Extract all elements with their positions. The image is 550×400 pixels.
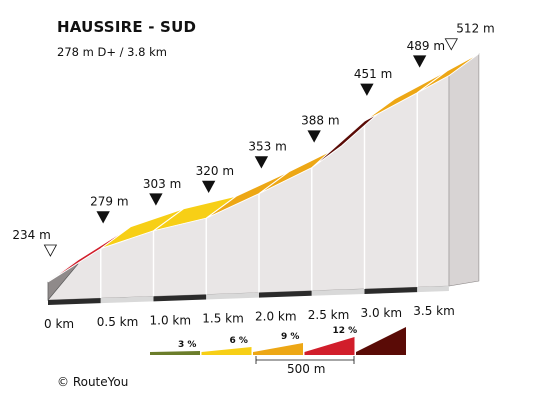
x-tick-label: 1.0 km (150, 313, 192, 327)
elevation-label: 353 m (248, 140, 286, 154)
profile-segment-surface (416, 53, 480, 94)
x-tick-label: 2.0 km (255, 310, 297, 324)
legend-swatch (356, 327, 406, 355)
elevation-marker (307, 130, 321, 143)
legend-swatch (304, 337, 355, 355)
elevation-marker (254, 156, 269, 169)
x-tick-label: 0.5 km (97, 315, 139, 329)
ground-strip-segment (364, 287, 418, 294)
elevation-label: 451 m (354, 67, 392, 81)
profile-end-wall (448, 53, 480, 287)
elevation-marker (201, 180, 216, 194)
ground-strip-segment (48, 298, 101, 305)
legend-label: 9 % (281, 332, 299, 342)
elevation-label: 489 m (407, 39, 445, 53)
elevation-label: 512 m (456, 22, 494, 36)
x-tick-label: 3.5 km (413, 304, 455, 318)
ground-strip-segment (153, 294, 207, 302)
elevation-marker (96, 211, 110, 224)
elevation-label: 234 m (12, 228, 50, 242)
legend-swatch (150, 351, 200, 355)
elevation-label: 279 m (90, 195, 128, 209)
x-tick-label: 0 km (44, 317, 74, 331)
ground-strip-segment (206, 292, 259, 300)
elevation-label: 320 m (196, 164, 234, 178)
x-tick-label: 2.5 km (308, 308, 350, 322)
ground-strip-segment (311, 288, 365, 296)
ground-strip-segment (100, 296, 154, 304)
ground-strip-segment (259, 290, 312, 298)
profile-front-face (47, 75, 450, 301)
elevation-marker (412, 55, 427, 68)
legend-swatch (253, 343, 303, 355)
elevation-marker (149, 193, 163, 206)
legend-label: 6 % (230, 336, 248, 346)
elevation-marker-hollow (444, 38, 458, 51)
chart-subtitle: 278 m D+ / 3.8 km (57, 45, 167, 59)
elevation-label: 388 m (301, 114, 339, 128)
elevation-marker (360, 83, 374, 96)
credit-text: © RouteYou (57, 375, 129, 389)
elevation-marker-hollow (43, 244, 58, 257)
legend-scale-label: 500 m (287, 362, 325, 376)
legend-label: 3 % (178, 340, 196, 350)
chart-title: HAUSSIRE - SUD (57, 18, 197, 36)
ground-strip-segment (417, 286, 449, 293)
legend-swatch (201, 347, 252, 355)
legend-label: 12 % (333, 326, 358, 336)
x-tick-label: 1.5 km (202, 311, 244, 325)
x-tick-label: 3.0 km (361, 306, 403, 320)
elevation-label: 303 m (143, 177, 181, 191)
